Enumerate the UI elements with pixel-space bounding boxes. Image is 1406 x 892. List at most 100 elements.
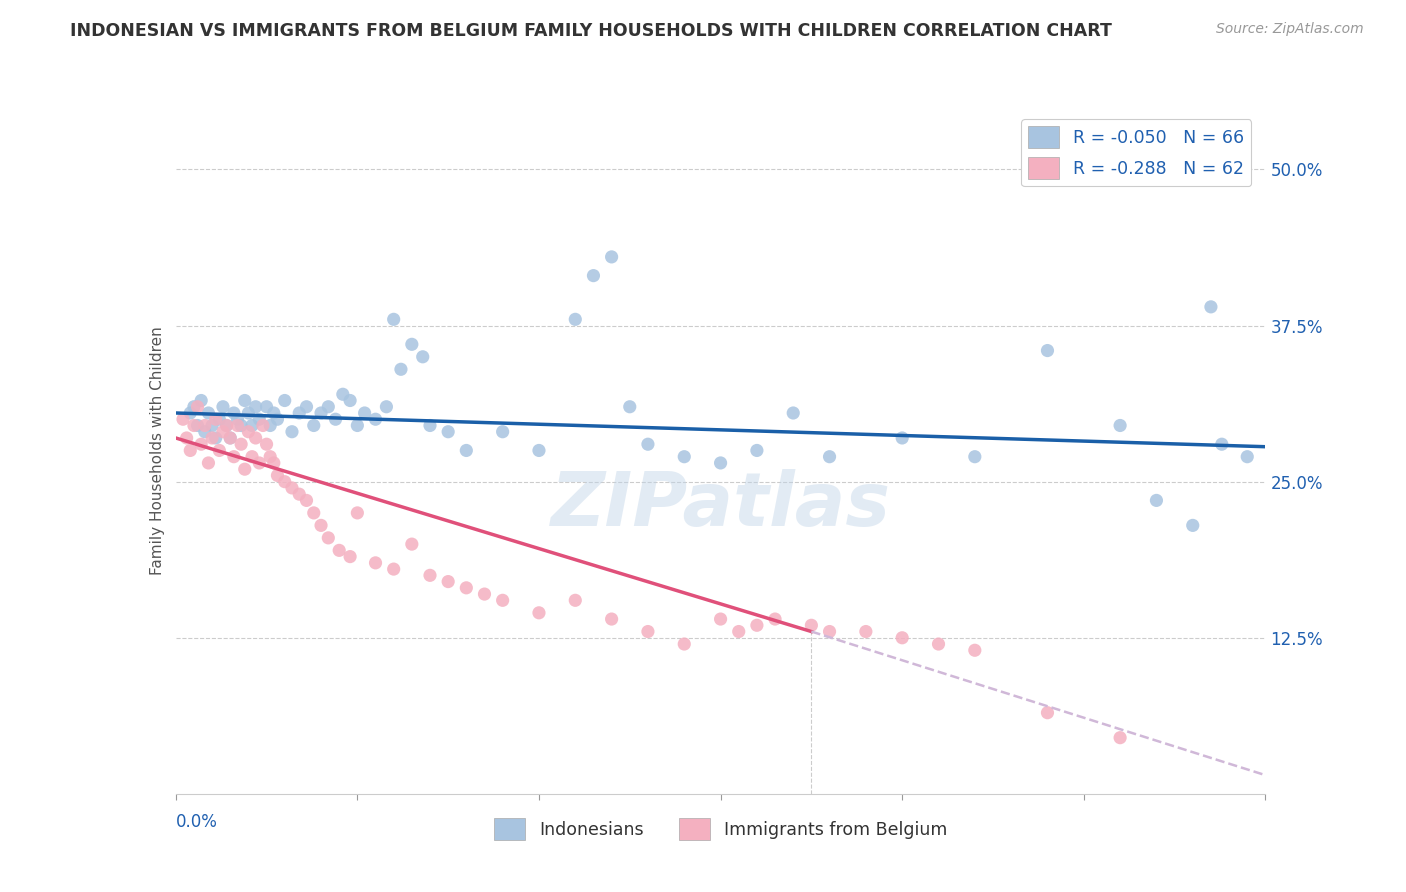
Point xyxy=(226,412,249,426)
Point xyxy=(252,418,274,433)
Point xyxy=(295,493,318,508)
Point xyxy=(219,431,242,445)
Point xyxy=(437,574,460,589)
Point xyxy=(1146,493,1168,508)
Point xyxy=(339,549,361,564)
Point xyxy=(197,456,219,470)
Point xyxy=(382,562,405,576)
Point xyxy=(208,412,231,426)
Point xyxy=(1036,706,1059,720)
Point xyxy=(179,443,201,458)
Point xyxy=(328,543,350,558)
Point xyxy=(375,400,398,414)
Point xyxy=(190,393,212,408)
Point xyxy=(288,487,311,501)
Point xyxy=(233,393,256,408)
Point xyxy=(245,431,267,445)
Point xyxy=(256,437,278,451)
Point xyxy=(215,418,238,433)
Point xyxy=(245,400,267,414)
Point xyxy=(1199,300,1222,314)
Point xyxy=(240,418,263,433)
Point xyxy=(600,612,623,626)
Point xyxy=(197,406,219,420)
Point xyxy=(855,624,877,639)
Point xyxy=(231,437,253,451)
Point xyxy=(183,418,205,433)
Text: Source: ZipAtlas.com: Source: ZipAtlas.com xyxy=(1216,22,1364,37)
Point xyxy=(219,431,242,445)
Point xyxy=(226,418,249,433)
Point xyxy=(1036,343,1059,358)
Point xyxy=(800,618,823,632)
Point xyxy=(318,400,340,414)
Point xyxy=(1181,518,1204,533)
Point xyxy=(437,425,460,439)
Point xyxy=(963,450,986,464)
Point xyxy=(309,518,332,533)
Point xyxy=(233,462,256,476)
Legend: Indonesians, Immigrants from Belgium: Indonesians, Immigrants from Belgium xyxy=(486,811,955,847)
Point xyxy=(190,437,212,451)
Point xyxy=(456,443,478,458)
Point xyxy=(412,350,434,364)
Point xyxy=(710,456,733,470)
Point xyxy=(1109,418,1132,433)
Point xyxy=(281,425,304,439)
Point xyxy=(259,418,281,433)
Point xyxy=(318,531,340,545)
Point xyxy=(240,450,263,464)
Text: ZIPatlas: ZIPatlas xyxy=(551,469,890,542)
Point xyxy=(582,268,605,283)
Point xyxy=(212,400,235,414)
Point xyxy=(492,425,515,439)
Point xyxy=(928,637,950,651)
Point xyxy=(263,456,285,470)
Point xyxy=(527,606,550,620)
Point xyxy=(364,556,387,570)
Point xyxy=(456,581,478,595)
Point xyxy=(389,362,412,376)
Point xyxy=(818,624,841,639)
Point xyxy=(763,612,786,626)
Point xyxy=(238,406,260,420)
Point xyxy=(419,568,441,582)
Point xyxy=(564,593,586,607)
Point xyxy=(382,312,405,326)
Point xyxy=(745,618,768,632)
Point xyxy=(401,337,423,351)
Point xyxy=(263,406,285,420)
Point xyxy=(194,418,217,433)
Point xyxy=(247,412,270,426)
Point xyxy=(891,431,914,445)
Point xyxy=(186,418,209,433)
Point xyxy=(1109,731,1132,745)
Point xyxy=(266,468,288,483)
Point xyxy=(1236,450,1258,464)
Point xyxy=(818,450,841,464)
Point xyxy=(963,643,986,657)
Point xyxy=(332,387,354,401)
Text: INDONESIAN VS IMMIGRANTS FROM BELGIUM FAMILY HOUSEHOLDS WITH CHILDREN CORRELATIO: INDONESIAN VS IMMIGRANTS FROM BELGIUM FA… xyxy=(70,22,1112,40)
Point xyxy=(474,587,496,601)
Point xyxy=(891,631,914,645)
Point xyxy=(564,312,586,326)
Point xyxy=(673,450,696,464)
Point xyxy=(212,425,235,439)
Point xyxy=(179,406,201,420)
Point xyxy=(204,431,226,445)
Point xyxy=(401,537,423,551)
Point xyxy=(619,400,641,414)
Point xyxy=(266,412,288,426)
Point xyxy=(204,412,226,426)
Point xyxy=(281,481,304,495)
Point xyxy=(201,431,224,445)
Point xyxy=(745,443,768,458)
Point xyxy=(183,400,205,414)
Point xyxy=(727,624,749,639)
Point xyxy=(222,406,245,420)
Point xyxy=(238,425,260,439)
Point xyxy=(710,612,733,626)
Point xyxy=(353,406,375,420)
Point xyxy=(600,250,623,264)
